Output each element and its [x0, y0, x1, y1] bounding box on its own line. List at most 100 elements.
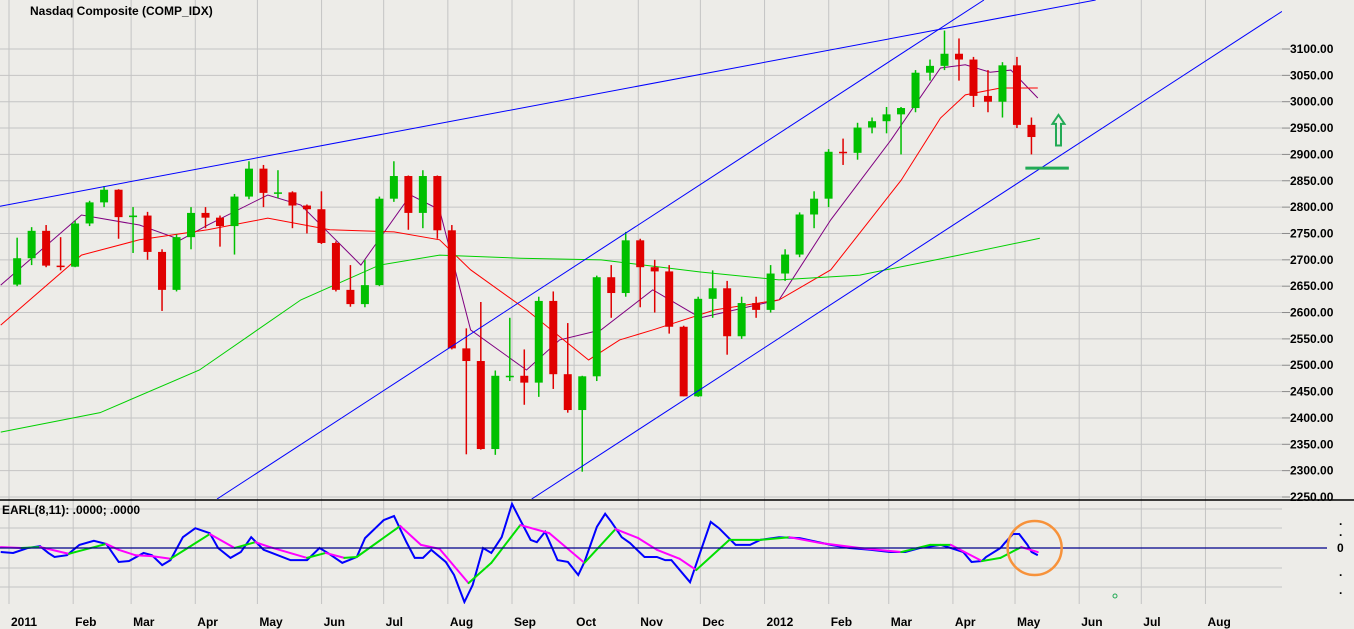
x-tick-label: Aug — [450, 615, 473, 629]
earl-main-line — [0, 501, 1039, 604]
candle — [868, 117, 877, 134]
y-tick-label: 3050.00 — [1290, 68, 1334, 82]
candle-body — [839, 151, 848, 154]
candle-body — [752, 303, 761, 310]
candle-body — [273, 192, 282, 194]
earl-signal-segment — [999, 546, 1023, 559]
candle — [216, 215, 224, 247]
y-tick-label: 2300.00 — [1290, 464, 1334, 478]
candle-body — [331, 242, 340, 290]
candle — [143, 211, 152, 260]
candle-body — [621, 240, 630, 294]
earl-signal-segment — [759, 536, 791, 541]
candle-body — [983, 95, 992, 102]
candle — [549, 291, 558, 389]
candle — [85, 200, 94, 227]
candle-body — [360, 285, 369, 305]
indicator-tick-label: . — [1339, 565, 1342, 579]
x-tick-label: Oct — [576, 615, 596, 629]
candle-body — [143, 215, 152, 252]
earl-signal-segment — [583, 528, 617, 564]
earl-signal-segment — [43, 547, 71, 555]
x-tick-label: Apr — [955, 615, 976, 629]
earl-signal-segment — [324, 551, 346, 559]
earl-signal-segment — [134, 554, 153, 558]
candle — [650, 259, 659, 313]
indicator-tick-label: . — [1339, 514, 1342, 528]
candle — [172, 234, 181, 292]
candle — [911, 70, 920, 113]
candle — [737, 296, 746, 339]
candle-body — [708, 288, 717, 299]
candle-body — [766, 273, 775, 310]
chart-title: Nasdaq Composite (COMP_IDX) — [30, 4, 213, 18]
indicator-y-axis: .. 0.. — [0, 514, 1344, 597]
earl-signal-segment — [655, 548, 681, 560]
x-tick-label: Nov — [640, 615, 663, 629]
x-tick-label: May — [1017, 615, 1041, 629]
candle-body — [433, 176, 442, 231]
candle-body — [27, 230, 36, 259]
x-tick-label: Sep — [514, 615, 536, 629]
earl-signal-segment — [254, 541, 271, 549]
candle — [158, 249, 167, 311]
candle — [114, 189, 123, 239]
candle — [621, 231, 630, 297]
indicator-tick-label: . — [1339, 583, 1342, 597]
x-tick-label: Dec — [702, 615, 724, 629]
candle — [100, 186, 109, 208]
candle — [940, 30, 949, 71]
candle-body — [607, 277, 616, 294]
candle — [723, 280, 732, 355]
candle — [752, 296, 761, 318]
candle-body — [795, 214, 804, 255]
price-y-axis: 3100.00 3050.00 3000.00 2950.00 2900.00 2850.… — [1282, 42, 1334, 504]
x-tick-label: Aug — [1207, 615, 1230, 629]
candle-body — [244, 168, 253, 197]
candle-body — [549, 300, 558, 375]
candle-body — [187, 212, 196, 238]
candle-body — [71, 223, 80, 267]
candle-body — [868, 121, 877, 128]
y-tick-label: 2250.00 — [1290, 490, 1334, 504]
earl-signal-segment — [949, 543, 983, 563]
earl-signal-segment — [68, 551, 77, 555]
candle-body — [650, 267, 659, 272]
candle-body — [172, 237, 181, 290]
candle — [418, 170, 427, 229]
candle — [592, 275, 601, 382]
indicator-tick-label: . — [1339, 525, 1342, 539]
earl-signal-segment — [268, 546, 309, 559]
date-x-axis: 2011 Feb Mar Apr May Jun Jul Aug Sep Oct Nov Dec 201… — [11, 615, 1231, 629]
earl-signal-segment — [169, 546, 191, 560]
candle-body — [940, 53, 949, 66]
candle — [998, 62, 1007, 118]
candle-body — [1012, 65, 1021, 125]
candle — [839, 138, 848, 165]
candle-body — [636, 240, 645, 268]
x-tick-label: Mar — [133, 615, 155, 629]
earl-signal-segment — [490, 524, 522, 564]
y-tick-label: 2750.00 — [1290, 226, 1334, 240]
trendline — [0, 0, 1096, 207]
candle — [926, 59, 935, 81]
candle-body — [520, 375, 529, 383]
candle — [505, 317, 514, 382]
candle-body — [737, 303, 746, 337]
candle-body — [505, 375, 514, 378]
candle — [230, 193, 239, 255]
x-tick-label: 2011 — [11, 615, 37, 629]
candle-body — [288, 192, 297, 206]
candle — [389, 161, 398, 202]
candle-body — [302, 205, 311, 210]
x-tick-label: Feb — [831, 615, 852, 629]
candle-body — [158, 251, 167, 290]
candle-body — [259, 168, 268, 193]
indicator-title: EARL(8,11): .0000; .0000 — [2, 503, 141, 517]
candle-body — [1027, 124, 1036, 138]
y-tick-label: 2600.00 — [1290, 306, 1334, 320]
x-tick-label: May — [259, 615, 283, 629]
earl-signal-segment — [399, 524, 422, 546]
candle — [578, 375, 587, 472]
